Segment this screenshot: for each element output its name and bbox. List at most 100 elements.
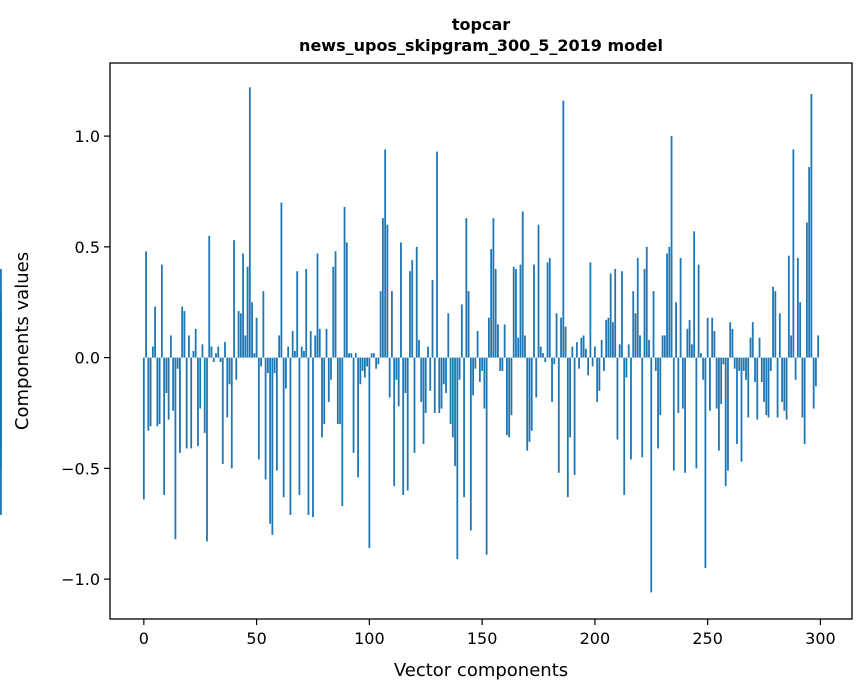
bar-component-62 bbox=[282, 357, 285, 498]
bar-component-279 bbox=[772, 286, 774, 358]
bar-component-291 bbox=[799, 302, 802, 358]
bar-component-178 bbox=[544, 357, 547, 363]
bar-component-115 bbox=[402, 357, 405, 495]
bar-component-118 bbox=[409, 271, 411, 358]
bar-component-257 bbox=[722, 357, 725, 365]
bar-component-122 bbox=[418, 339, 420, 358]
bar-component-241 bbox=[686, 328, 689, 358]
bar-component-202 bbox=[598, 357, 601, 391]
bar-component-61 bbox=[280, 202, 283, 358]
bar-component-172 bbox=[530, 357, 533, 431]
x-tick-label: 50 bbox=[246, 629, 266, 648]
bar-component-116 bbox=[404, 357, 407, 394]
bar-component-59 bbox=[275, 357, 278, 471]
bar-component-266 bbox=[742, 357, 745, 371]
bar-component-13 bbox=[172, 357, 175, 411]
bar-component-102 bbox=[372, 353, 375, 358]
bar-component-234 bbox=[670, 136, 673, 358]
bar-component-210 bbox=[616, 357, 619, 440]
bar-component-277 bbox=[767, 357, 770, 418]
bar-component-68 bbox=[296, 271, 299, 358]
bar-component-114 bbox=[400, 242, 402, 358]
bar-component-225 bbox=[650, 357, 653, 593]
bar-component-215 bbox=[627, 344, 630, 358]
bar-component-147 bbox=[474, 357, 477, 369]
bar-component-203 bbox=[600, 339, 603, 358]
bar-component-140 bbox=[458, 357, 461, 380]
bar-component-49 bbox=[253, 353, 256, 358]
bar-component-256 bbox=[720, 357, 723, 405]
bar-component-243 bbox=[690, 344, 693, 358]
bar-component-78 bbox=[318, 328, 321, 358]
bar-component-119 bbox=[411, 260, 414, 358]
bar-component-167 bbox=[519, 264, 522, 358]
bar-component-40 bbox=[233, 240, 235, 358]
bar-component-95 bbox=[357, 357, 359, 478]
bar-component-290 bbox=[796, 257, 799, 358]
x-tick-label: 100 bbox=[354, 629, 385, 648]
bar-component-17 bbox=[181, 306, 184, 358]
bar-component-252 bbox=[711, 317, 714, 358]
bar-component-287 bbox=[790, 335, 792, 358]
bar-component-204 bbox=[603, 357, 605, 371]
bar-component-10 bbox=[165, 357, 168, 394]
bar-component-188 bbox=[566, 357, 569, 498]
bar-component-231 bbox=[663, 335, 666, 358]
bar-component-168 bbox=[521, 211, 524, 358]
bar-component-249 bbox=[704, 357, 707, 569]
bar-component-88 bbox=[341, 357, 344, 507]
bar-component-224 bbox=[648, 339, 650, 358]
bar-component-1 bbox=[145, 251, 147, 358]
bar-component-205 bbox=[605, 319, 608, 358]
bar-component-211 bbox=[618, 344, 621, 358]
bar-component-64 bbox=[287, 346, 290, 358]
bar-component-41 bbox=[235, 357, 238, 380]
bar-component-260 bbox=[729, 322, 732, 358]
bar-component-159 bbox=[501, 357, 504, 371]
bar-component-4 bbox=[151, 346, 154, 358]
bar-component-268 bbox=[747, 357, 750, 418]
bar-component-117 bbox=[406, 357, 409, 491]
bar-component-239 bbox=[681, 357, 684, 409]
bar-component-124 bbox=[422, 357, 425, 444]
bar-component-66 bbox=[291, 331, 294, 358]
bar-component-103 bbox=[375, 357, 378, 369]
bar-component-111 bbox=[393, 357, 396, 487]
bar-component-28 bbox=[206, 357, 208, 542]
bar-component-183 bbox=[555, 313, 558, 358]
bar-component-218 bbox=[634, 313, 637, 358]
bar-component-131 bbox=[438, 357, 441, 413]
bar-component-31 bbox=[212, 357, 215, 363]
bar-component-272 bbox=[756, 357, 759, 420]
bar-component-275 bbox=[763, 357, 765, 402]
bar-component-20 bbox=[188, 335, 190, 358]
bar-component-128 bbox=[431, 280, 434, 358]
bar-component-262 bbox=[733, 357, 736, 369]
bar-component-154 bbox=[490, 249, 493, 358]
bar-component-227 bbox=[654, 357, 657, 371]
y-tick-label: 1.0 bbox=[75, 127, 100, 146]
bar-component-244 bbox=[693, 231, 696, 358]
bar-component-92 bbox=[350, 353, 353, 358]
bar-component-53 bbox=[262, 291, 265, 358]
bar-component-70 bbox=[300, 346, 303, 358]
bar-component-35 bbox=[221, 357, 224, 464]
bar-component-72 bbox=[305, 269, 308, 358]
bar-component-297 bbox=[812, 357, 815, 409]
bar-component-55 bbox=[266, 357, 269, 374]
bar-component-123 bbox=[420, 357, 423, 402]
bar-component-84 bbox=[332, 266, 335, 358]
bar-component-285 bbox=[785, 357, 788, 420]
bar-component-99 bbox=[366, 357, 368, 367]
bar-component-189 bbox=[569, 357, 571, 438]
bar-component-151 bbox=[483, 357, 486, 409]
bar-component-18 bbox=[183, 311, 186, 358]
bar-component-14 bbox=[174, 357, 177, 540]
bar-component-106 bbox=[381, 218, 384, 358]
bar-component-36 bbox=[224, 342, 226, 358]
bar-component-271 bbox=[754, 357, 756, 382]
bar-component-206 bbox=[607, 317, 610, 358]
bar-component-86 bbox=[336, 357, 339, 425]
bar-component-216 bbox=[630, 357, 632, 460]
x-tick-label: 150 bbox=[467, 629, 498, 648]
